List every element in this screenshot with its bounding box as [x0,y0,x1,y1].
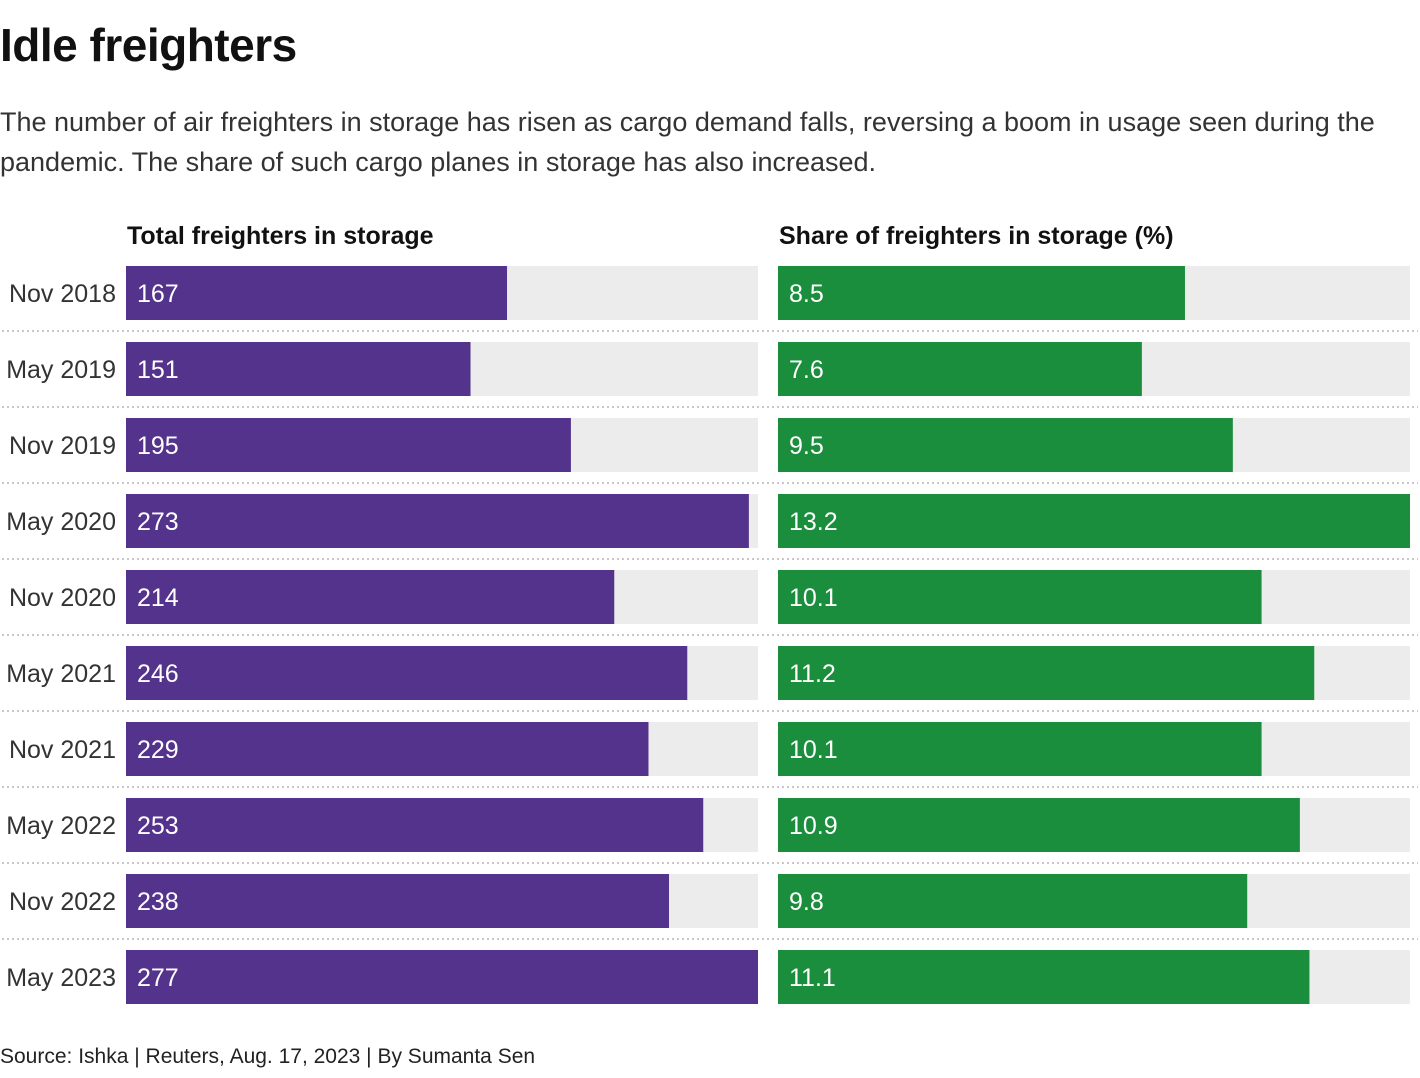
bar-value-label: 195 [137,432,179,460]
bar-value-label: 167 [137,280,179,308]
chart-title: Idle freighters [0,19,297,71]
bar-value-label: 238 [137,888,179,916]
bar-value-label: 8.5 [789,280,824,308]
bar-total-freighters [126,722,649,776]
panel-title-share: Share of freighters in storage (%) [779,222,1174,250]
bar-value-label: 277 [137,964,179,992]
bar-total-freighters [126,494,749,548]
bar-share-freighters [778,266,1185,320]
bar-total-freighters [126,266,508,320]
bar-value-label: 7.6 [789,356,824,384]
category-label: Nov 2022 [9,888,116,916]
bar-total-freighters [126,418,571,472]
bar-value-label: 246 [137,660,179,688]
bar-value-label: 10.1 [789,584,838,612]
category-label: May 2021 [6,660,116,688]
bar-share-freighters [778,646,1315,700]
category-label: May 2019 [6,356,116,384]
bar-share-freighters [778,798,1300,852]
bar-value-label: 214 [137,584,179,612]
bar-value-label: 10.1 [789,736,838,764]
bar-share-freighters [778,874,1248,928]
bar-value-label: 151 [137,356,179,384]
category-label: May 2020 [6,508,116,536]
category-label: Nov 2019 [9,432,116,460]
bar-total-freighters [126,798,704,852]
bar-total-freighters [126,950,758,1004]
bar-value-label: 9.5 [789,432,824,460]
bar-share-freighters [778,342,1142,396]
source-note: Source: Ishka | Reuters, Aug. 17, 2023 |… [0,1045,536,1068]
bar-share-freighters [778,570,1262,624]
bar-share-freighters [778,494,1410,548]
category-label: Nov 2020 [9,584,116,612]
category-label: Nov 2021 [9,736,116,764]
category-label: Nov 2018 [9,280,116,308]
bar-total-freighters [126,646,688,700]
bar-value-label: 10.9 [789,812,838,840]
bar-share-freighters [778,950,1310,1004]
chart-subtitle: The number of air freighters in storage … [0,107,1375,177]
bar-value-label: 253 [137,812,179,840]
bar-value-label: 11.1 [789,964,836,992]
bar-share-freighters [778,722,1262,776]
bar-value-label: 273 [137,508,179,536]
bar-share-freighters [778,418,1233,472]
bar-total-freighters [126,570,615,624]
bar-value-label: 229 [137,736,179,764]
panel-title-total: Total freighters in storage [127,222,434,250]
bar-value-label: 11.2 [789,660,836,688]
bar-total-freighters [126,342,471,396]
bar-value-label: 13.2 [789,508,838,536]
category-label: May 2022 [6,812,116,840]
bar-value-label: 9.8 [789,888,824,916]
bar-total-freighters [126,874,670,928]
category-label: May 2023 [6,964,116,992]
